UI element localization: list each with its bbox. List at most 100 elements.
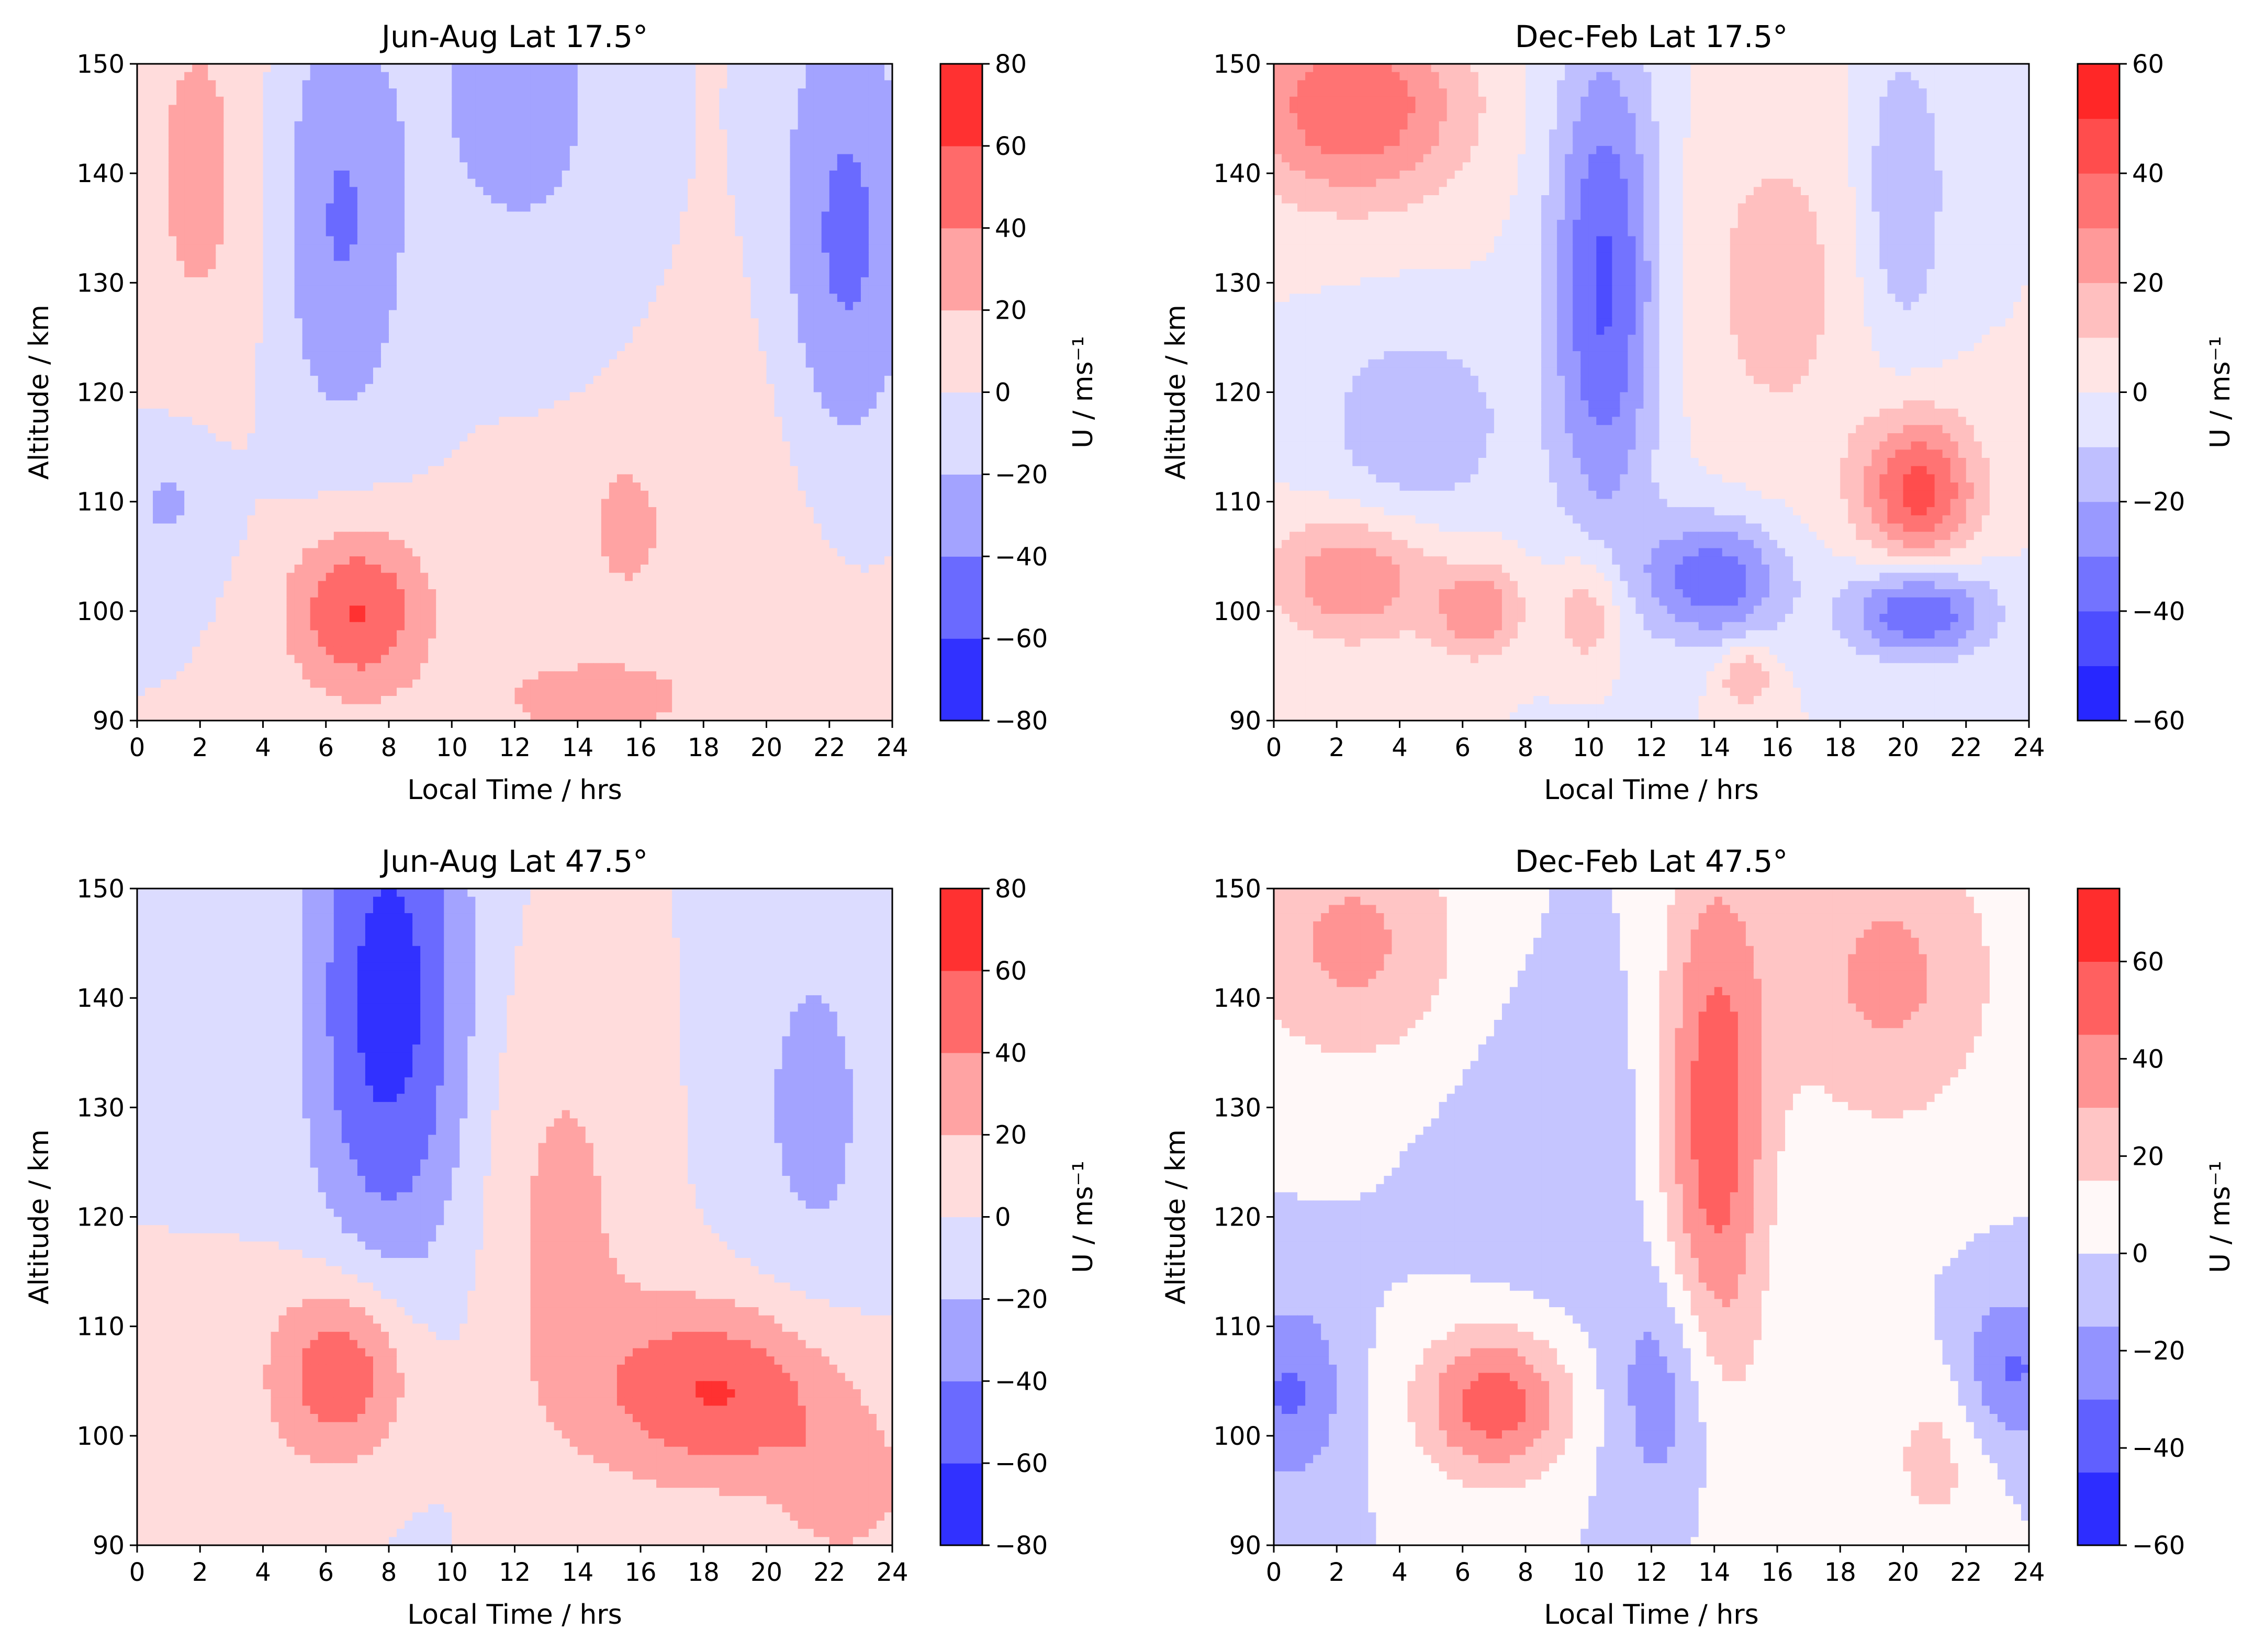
contour-cell [436,88,445,97]
contour-cell [853,244,861,253]
contour-cell [223,228,232,237]
contour-cell [530,252,539,262]
contour-cell [208,211,217,220]
contour-cell [255,327,264,335]
contour-cell [349,80,358,89]
contour-cell [813,121,822,130]
contour-cell [821,203,830,212]
contour-cell [161,449,169,458]
contour-cell [821,433,830,442]
contour-cell [821,113,830,122]
contour-cell [554,392,563,401]
contour-cell [868,458,877,467]
contour-cell [805,334,814,344]
contour-cell [459,211,468,220]
contour-cell [286,80,295,89]
contour-cell [530,80,539,89]
contour-cell [601,408,610,418]
contour-cell [216,162,225,171]
contour-cell [507,392,515,401]
contour-cell [522,384,531,393]
contour-cell [397,474,405,483]
contour-cell [153,367,161,376]
contour-cell [499,252,508,262]
contour-cell [727,113,736,122]
contour-cell [444,261,453,269]
contour-cell [538,105,547,114]
contour-cell [609,154,618,163]
contour-cell [420,129,429,138]
contour-cell [703,285,712,295]
contour-cell [373,220,382,229]
contour-cell [876,376,885,385]
contour-cell [302,228,311,237]
contour-cell [884,433,893,442]
contour-cell [380,80,389,89]
contour-cell [750,195,759,204]
contour-cell [577,105,586,114]
contour-cell [200,417,209,426]
contour-cell [405,72,413,81]
contour-cell [790,482,799,491]
contour-cell [554,441,563,451]
contour-cell [554,351,563,360]
contour-cell [294,359,303,368]
contour-cell [397,203,405,212]
contour-cell [672,474,680,483]
contour-cell [255,367,264,376]
contour-cell [876,441,885,451]
contour-cell [805,80,814,89]
contour-cell [782,129,791,138]
contour-cell [184,105,193,114]
contour-cell [577,170,586,179]
contour-cell [782,285,791,295]
contour-cell [790,466,799,475]
contour-cell [405,408,413,418]
contour-cell [688,294,697,302]
contour-cell [569,162,578,171]
contour-cell [255,154,264,163]
contour-cell [286,105,295,114]
contour-cell [758,441,767,451]
contour-cell [499,449,508,458]
contour-cell [507,310,515,319]
contour-cell [231,327,240,335]
contour-cell [452,269,461,278]
contour-cell [452,474,461,483]
contour-cell [656,96,665,106]
contour-cell [624,228,633,237]
contour-cell [648,269,657,278]
contour-cell [884,105,893,114]
contour-cell [688,482,697,491]
contour-cell [239,343,248,352]
contour-cell [813,80,822,89]
contour-cell [216,105,225,114]
contour-cell [507,187,515,196]
contour-cell [860,269,869,278]
contour-cell [333,113,342,122]
contour-cell [137,474,145,483]
contour-cell [821,425,830,434]
contour-cell [452,64,461,73]
contour-cell [711,154,720,163]
contour-cell [656,244,665,253]
contour-cell [813,367,822,376]
contour-cell [483,367,492,376]
contour-cell [137,129,145,138]
contour-cell [711,376,720,385]
contour-cell [137,145,145,155]
contour-cell [688,170,697,179]
contour-cell [538,343,547,352]
contour-cell [743,129,752,138]
contour-cell [743,236,752,245]
contour-cell [278,408,287,418]
contour-cell [656,64,665,73]
contour-cell [593,392,602,401]
contour-cell [444,376,453,385]
contour-cell [357,96,366,106]
contour-cell [554,376,563,385]
contour-cell [491,113,500,122]
contour-cell [680,334,688,344]
contour-cell [868,334,877,344]
contour-cell [365,310,374,319]
